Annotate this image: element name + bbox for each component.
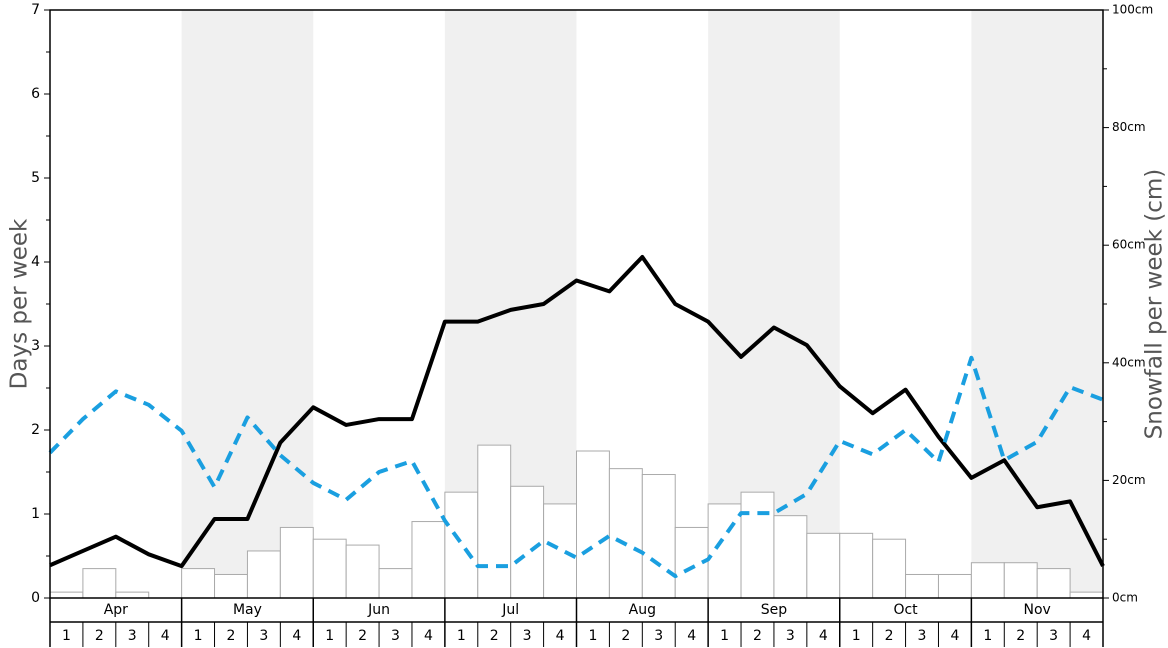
- bar: [181, 568, 216, 599]
- x-tick-label: 4: [1082, 628, 1091, 644]
- bar: [214, 573, 248, 599]
- bar: [543, 503, 577, 599]
- y2-tick-label: 0cm: [1112, 591, 1138, 605]
- bar: [937, 573, 972, 599]
- bar: [378, 568, 413, 599]
- x-tick-label: 2: [227, 628, 236, 644]
- y-axis-label: Days per week: [7, 218, 33, 389]
- x-tick-label: 1: [457, 628, 466, 644]
- x-tick-label: 1: [588, 628, 597, 644]
- y2-tick-label: 40cm: [1112, 355, 1146, 369]
- bar: [444, 491, 479, 599]
- line: [48, 355, 1104, 579]
- bar: [872, 538, 907, 599]
- x-tick-label: 2: [95, 628, 104, 644]
- month-label: Aug: [629, 602, 656, 618]
- month-label: Jun: [367, 602, 390, 618]
- bar: [82, 568, 117, 599]
- month-label: May: [233, 602, 262, 618]
- bar: [905, 573, 939, 599]
- x-tick-label: 1: [852, 628, 861, 644]
- y-tick-label: 7: [31, 2, 40, 18]
- bar: [279, 526, 314, 599]
- bar: [510, 485, 545, 599]
- x-tick-label: 2: [358, 628, 367, 644]
- x-tick-label: 3: [786, 628, 795, 644]
- bar: [1003, 562, 1038, 599]
- bar: [806, 532, 841, 599]
- bar: [674, 526, 709, 599]
- bar: [1069, 591, 1104, 599]
- bar: [246, 550, 281, 599]
- x-tick-label: 2: [753, 628, 762, 644]
- bar: [115, 591, 150, 599]
- x-tick-label: 4: [424, 628, 433, 644]
- bar: [641, 474, 676, 599]
- bar: [576, 450, 610, 599]
- line: [49, 254, 1105, 569]
- y2-axis-label: Snowfall per week (cm): [1142, 169, 1168, 440]
- y-tick-label: 3: [31, 338, 40, 354]
- bar: [1036, 568, 1071, 599]
- x-tick-label: 4: [687, 628, 696, 644]
- y2-tick-label: 20cm: [1112, 473, 1146, 487]
- x-tick-label: 4: [556, 628, 565, 644]
- bar: [312, 538, 347, 599]
- bar: [839, 532, 874, 599]
- month-band: [181, 10, 314, 598]
- x-tick-label: 4: [292, 628, 301, 644]
- y2-tick-label: 60cm: [1112, 238, 1146, 252]
- bar: [740, 491, 775, 599]
- x-tick-label: 3: [128, 628, 137, 644]
- x-tick-label: 1: [62, 628, 71, 644]
- bar: [608, 468, 643, 599]
- month-label: Apr: [104, 602, 128, 618]
- month-label: Jul: [501, 602, 519, 618]
- x-tick-label: 4: [819, 628, 828, 644]
- x-tick-label: 3: [918, 628, 927, 644]
- y2-tick-label: 80cm: [1112, 120, 1146, 134]
- month-label: Sep: [761, 602, 788, 618]
- x-tick-label: 1: [720, 628, 729, 644]
- bar: [477, 444, 512, 599]
- x-tick-label: 3: [523, 628, 532, 644]
- x-tick-label: 4: [950, 628, 959, 644]
- bar: [773, 515, 808, 599]
- y-tick-label: 1: [31, 506, 40, 522]
- y-tick-label: 0: [31, 590, 40, 606]
- y-tick-label: 6: [31, 86, 40, 102]
- bar: [49, 591, 84, 599]
- x-tick-label: 2: [490, 628, 499, 644]
- y-tick-label: 4: [31, 254, 40, 270]
- x-tick-label: 4: [161, 628, 170, 644]
- x-tick-label: 1: [983, 628, 992, 644]
- month-label: Nov: [1024, 602, 1051, 618]
- x-tick-label: 2: [885, 628, 894, 644]
- x-tick-label: 3: [1049, 628, 1058, 644]
- bar: [970, 562, 1005, 599]
- month-label: Oct: [893, 602, 918, 618]
- y2-tick-label: 100cm: [1112, 3, 1153, 17]
- x-tick-label: 2: [621, 628, 630, 644]
- x-tick-label: 3: [259, 628, 268, 644]
- bar: [345, 544, 380, 599]
- x-tick-label: 3: [654, 628, 663, 644]
- bar: [707, 503, 742, 599]
- y-tick-label: 5: [31, 170, 40, 186]
- x-tick-label: 3: [391, 628, 400, 644]
- x-tick-label: 1: [194, 628, 203, 644]
- y-tick-label: 2: [31, 422, 40, 438]
- x-tick-label: 1: [325, 628, 334, 644]
- month-band: [971, 10, 1103, 598]
- background: [181, 10, 1103, 598]
- x-tick-label: 2: [1016, 628, 1025, 644]
- bar: [411, 521, 446, 599]
